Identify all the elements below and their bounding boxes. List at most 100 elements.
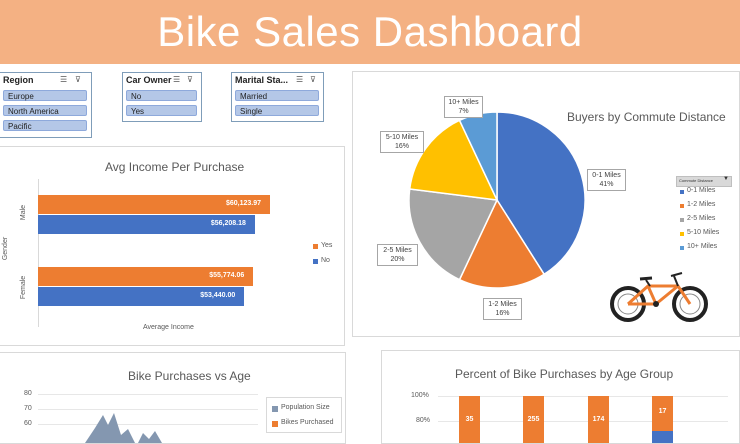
category-label-female: Female <box>20 275 28 300</box>
bar-age-group <box>459 396 480 443</box>
data-label-5-10: 5-10 Miles 16% <box>380 131 424 153</box>
legend-label-population-size: Population Size <box>281 404 330 411</box>
data-label: $56,208.18 <box>210 220 246 227</box>
legend-swatch-yes <box>313 244 318 249</box>
slice-label: 2-5 Miles <box>383 247 412 254</box>
chart-title: Percent of Bike Purchases by Age Group <box>455 367 674 381</box>
bar-no-male <box>38 215 255 234</box>
legend-label: 0-1 Miles <box>687 187 716 194</box>
slice-pct: 16% <box>394 143 409 150</box>
legend-label-bikes-purchased: Bikes Purchased <box>281 419 334 426</box>
gridline <box>438 421 728 422</box>
marital-status-slicer[interactable]: Marital Sta... ☰ ⊽ Married Single <box>231 72 324 122</box>
slice-label: 5-10 Miles <box>385 134 419 141</box>
legend-swatch <box>680 246 684 250</box>
bar-age-group <box>523 396 544 443</box>
legend-label: 1-2 Miles <box>687 201 716 208</box>
legend-label: 2-5 Miles <box>687 215 716 222</box>
category-axis-line <box>38 179 39 327</box>
y-tick-100: 100% <box>411 392 429 399</box>
car-owner-slicer-title: Car Owner <box>126 75 172 85</box>
x-axis-title: Average Income <box>143 324 194 331</box>
multi-select-icon[interactable]: ☰ <box>296 75 304 84</box>
slicer-item-europe[interactable]: Europe <box>3 90 87 101</box>
data-label: $60,123.97 <box>226 200 262 207</box>
pie-slice-2-5-miles <box>408 188 499 281</box>
page-title: Bike Sales Dashboard <box>157 8 583 55</box>
clear-filter-icon[interactable]: ⊽ <box>310 75 316 84</box>
clear-filter-icon[interactable]: ⊽ <box>187 75 193 84</box>
data-label-10-plus: 10+ Miles 7% <box>444 96 483 118</box>
slicer-item-yes[interactable]: Yes <box>126 105 197 116</box>
legend-swatch <box>680 190 684 194</box>
legend-swatch-bikes-purchased <box>272 421 278 427</box>
slicer-item-married[interactable]: Married <box>235 90 319 101</box>
slicer-item-no[interactable]: No <box>126 90 197 101</box>
y-tick-60: 60 <box>24 420 32 427</box>
region-slicer-title: Region <box>3 75 34 85</box>
y-tick-80: 80 <box>24 390 32 397</box>
slicer-item-pacific[interactable]: Pacific <box>3 120 87 131</box>
legend-swatch <box>680 232 684 236</box>
legend-filter-button[interactable]: Commute Distance ▼ <box>676 176 732 187</box>
chart-title: Buyers by Commute Distance <box>567 110 726 124</box>
legend-label: 5-10 Miles <box>687 229 720 236</box>
gridline <box>38 394 258 395</box>
bar-age-group <box>588 396 609 443</box>
y-axis-title: Gender <box>2 236 10 261</box>
slice-label: 0-1 Miles <box>592 172 621 179</box>
bar-yes-female <box>38 267 254 286</box>
slice-label: 10+ Miles <box>448 99 479 106</box>
data-label: 174 <box>592 416 605 423</box>
multi-select-icon[interactable]: ☰ <box>60 75 68 84</box>
bicycle-icon <box>610 272 708 322</box>
bar-yes-male <box>38 195 270 214</box>
dropdown-arrow-icon: ▼ <box>723 176 729 182</box>
category-label-male: Male <box>20 204 28 221</box>
commute-distance-chart-panel: Buyers by Commute Distance 10+ Miles 7% 5… <box>352 71 740 337</box>
gridline <box>38 424 258 425</box>
chart-title: Avg Income Per Purchase <box>105 160 245 174</box>
population-area <box>85 413 162 443</box>
region-slicer[interactable]: Region ☰ ⊽ Europe North America Pacific <box>0 72 92 138</box>
slice-pct: 41% <box>599 181 614 188</box>
slice-label: 1-2 Miles <box>488 301 517 308</box>
legend-label-yes: Yes <box>321 242 333 249</box>
gridline <box>38 409 258 410</box>
car-owner-slicer[interactable]: Car Owner ☰ ⊽ No Yes <box>122 72 202 122</box>
data-label-2-5: 2-5 Miles 20% <box>377 244 418 266</box>
legend-swatch-population-size <box>272 406 278 412</box>
pie-slice-5-10-miles <box>408 119 499 201</box>
dashboard-banner <box>0 0 740 64</box>
age-group-percent-chart-panel: Percent of Bike Purchases by Age Group 1… <box>381 350 740 444</box>
slice-pct: 20% <box>390 256 405 263</box>
clear-filter-icon[interactable]: ⊽ <box>75 75 81 84</box>
slice-pct: 7% <box>458 108 469 115</box>
pie-slice-1-2-miles <box>458 198 546 289</box>
chart-title: Bike Purchases vs Age <box>128 369 251 383</box>
legend-swatch-no <box>313 259 318 264</box>
pie-chart <box>408 111 586 289</box>
slicer-item-single[interactable]: Single <box>235 105 319 116</box>
data-label: 35 <box>465 416 474 423</box>
bike-purchases-vs-age-chart-panel: Bike Purchases vs Age 80 70 60 Populatio… <box>0 352 346 444</box>
gridline <box>438 396 728 397</box>
marital-status-slicer-title: Marital Sta... <box>235 75 289 85</box>
data-label: 17 <box>658 408 667 415</box>
multi-select-icon[interactable]: ☰ <box>173 75 181 84</box>
data-label: 255 <box>527 416 540 423</box>
data-label-1-2: 1-2 Miles 16% <box>483 298 522 320</box>
data-label-0-1: 0-1 Miles 41% <box>587 169 626 191</box>
bar-age-group-no <box>652 431 673 443</box>
slice-pct: 16% <box>495 310 510 317</box>
data-label: $53,440.00 <box>200 292 236 299</box>
legend-swatch <box>680 218 684 222</box>
y-tick-80: 80% <box>416 417 431 424</box>
legend-filter-label: Commute Distance <box>679 178 714 183</box>
legend-swatch <box>680 204 684 208</box>
legend-label: 10+ Miles <box>687 243 718 250</box>
legend-label-no: No <box>321 257 330 264</box>
legend-box: Population Size Bikes Purchased <box>266 397 342 433</box>
slicer-item-north-america[interactable]: North America <box>3 105 87 116</box>
data-label: $55,774.06 <box>209 272 245 279</box>
